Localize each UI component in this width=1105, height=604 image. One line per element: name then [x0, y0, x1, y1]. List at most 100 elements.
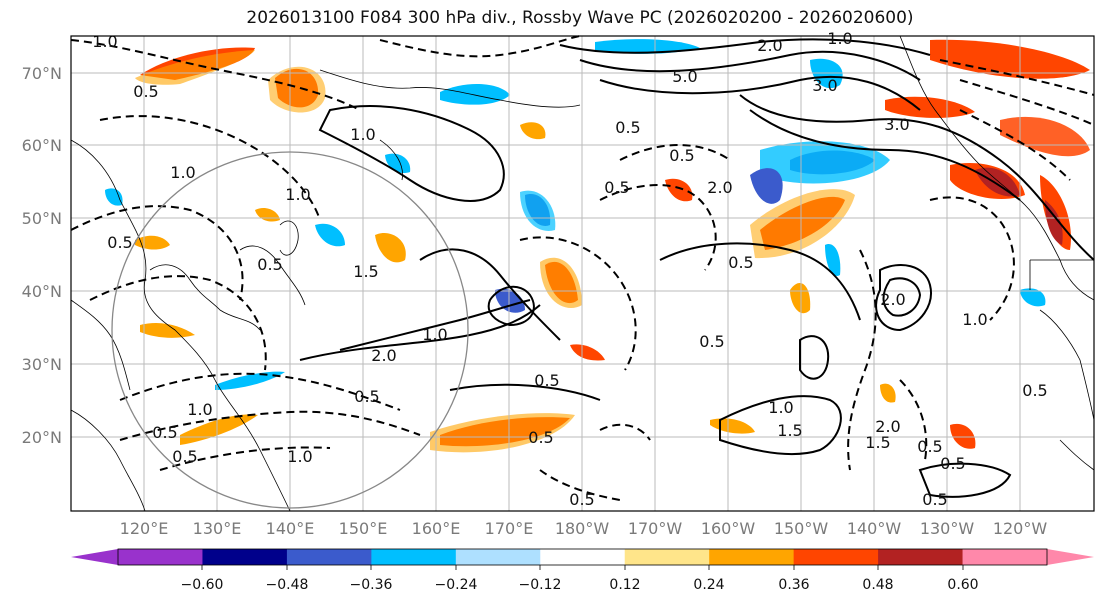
lon-label: 130°W	[920, 519, 975, 538]
contour-label: 0.5	[152, 423, 177, 442]
shade-patch	[570, 344, 605, 361]
contour-label: 0.5	[257, 255, 282, 274]
colorbar-tick-label: −0.60	[181, 577, 224, 593]
shade-patch	[1020, 288, 1046, 307]
shade-patch	[105, 188, 123, 206]
contour-label: 1.0	[285, 185, 310, 204]
colorbar-tick-label: −0.36	[350, 577, 393, 593]
coastlines	[70, 35, 1095, 512]
colorbar-cell	[540, 549, 626, 565]
contour-label: 2.0	[875, 417, 900, 436]
shade-patch	[595, 39, 700, 54]
shade-patch	[375, 232, 406, 263]
colorbar-tick-labels: −0.60 −0.48 −0.36 −0.24 −0.12 0.12 0.24 …	[181, 577, 979, 593]
contour-label: 1.5	[353, 262, 378, 281]
contour-label: 0.5	[940, 454, 965, 473]
contour-label: 2.0	[371, 346, 396, 365]
shade-patch	[885, 96, 975, 118]
shade-patch	[268, 66, 326, 113]
lon-label: 130°E	[193, 519, 242, 538]
contour-label: 0.5	[669, 146, 694, 165]
shade-patch	[520, 122, 546, 140]
contour-label: 0.5	[604, 178, 629, 197]
contour-label-layer: 2.0 1.0 5.0 3.0 3.0 0.5 1.0 0.5 1.5 2.0 …	[92, 29, 1047, 509]
colorbar-tick-label: 0.48	[862, 577, 893, 593]
contour-label: 0.5	[172, 447, 197, 466]
contour-label: 0.5	[133, 82, 158, 101]
map-frame	[70, 35, 1095, 512]
lon-label: 150°E	[339, 519, 388, 538]
lon-label: 140°W	[847, 519, 902, 538]
contour-label: 0.5	[569, 490, 594, 509]
contour-label: 2.0	[880, 290, 905, 309]
shade-patch	[950, 423, 976, 449]
lat-label: 60°N	[22, 136, 62, 155]
contour-label: 0.5	[528, 428, 553, 447]
shade-patch	[440, 84, 510, 105]
contour-label: 1.0	[187, 400, 212, 419]
colorbar-cell	[371, 549, 457, 565]
contour-label: 0.5	[107, 233, 132, 252]
contour-label: 0.5	[354, 387, 379, 406]
latitude-labels: 70°N 60°N 50°N 40°N 30°N 20°N	[22, 64, 62, 447]
colorbar-extend-left	[71, 549, 118, 565]
contour-label: 0.5	[1022, 381, 1047, 400]
shade-patch	[430, 413, 575, 453]
contour-label: 0.5	[699, 332, 724, 351]
shade-patch	[215, 371, 285, 390]
contour-label: 1.0	[962, 310, 987, 329]
shade-patch	[520, 190, 556, 231]
contour-label: 1.0	[92, 32, 117, 51]
lon-label: 160°W	[701, 519, 756, 538]
lat-label: 40°N	[22, 282, 62, 301]
contour-label: 2.0	[707, 178, 732, 197]
shade-patch	[665, 178, 693, 202]
shade-patch	[135, 50, 255, 85]
contour-label: 1.0	[422, 325, 447, 344]
reference-circle	[111, 151, 469, 509]
lat-label: 20°N	[22, 428, 62, 447]
colorbar-tick-label: 0.60	[947, 577, 978, 593]
colorbar-cell	[202, 549, 288, 565]
shade-patch	[760, 141, 890, 184]
lon-label: 170°E	[485, 519, 534, 538]
contour-label: 1.0	[287, 447, 312, 466]
contour-label: 0.5	[917, 437, 942, 456]
colorbar-cell	[286, 549, 372, 565]
colorbar-tick-label: −0.24	[435, 577, 478, 593]
colorbar-extend-right	[1047, 549, 1094, 565]
lon-label: 120°E	[120, 519, 169, 538]
shade-patch	[975, 167, 1020, 197]
colorbar-cell	[793, 549, 879, 565]
lon-label: 120°W	[993, 519, 1048, 538]
colorbar-tick-label: 0.24	[693, 577, 724, 593]
shade-patch	[315, 223, 345, 247]
shade-patch	[140, 323, 195, 338]
contour-label: 3.0	[884, 115, 909, 134]
contour-label: 0.5	[615, 118, 640, 137]
colorbar-tick-label: −0.48	[266, 577, 309, 593]
contour-label: 1.5	[865, 433, 890, 452]
colorbar: −0.60 −0.48 −0.36 −0.24 −0.12 0.12 0.24 …	[71, 548, 1094, 593]
colorbar-tick-label: −0.12	[519, 577, 562, 593]
shade-patch	[930, 39, 1090, 79]
contour-label: 0.5	[534, 371, 559, 390]
contour-label: 0.5	[728, 253, 753, 272]
colorbar-cell	[624, 549, 710, 565]
colorbar-cell	[118, 549, 203, 565]
colorbar-cell	[709, 549, 795, 565]
lat-label: 30°N	[22, 355, 62, 374]
lon-label: 140°E	[266, 519, 315, 538]
shade-patch	[710, 418, 755, 434]
shade-patch	[880, 383, 896, 403]
colorbar-outline	[117, 548, 1048, 566]
contour-lines	[299, 38, 1095, 498]
lat-label: 70°N	[22, 64, 62, 83]
shade-patch	[1000, 116, 1090, 157]
colorbar-cell	[455, 549, 541, 565]
lon-label: 150°W	[774, 519, 829, 538]
contour-label: 1.5	[777, 421, 802, 440]
colorbar-ticks	[201, 565, 964, 570]
shading-layer	[105, 39, 1090, 453]
